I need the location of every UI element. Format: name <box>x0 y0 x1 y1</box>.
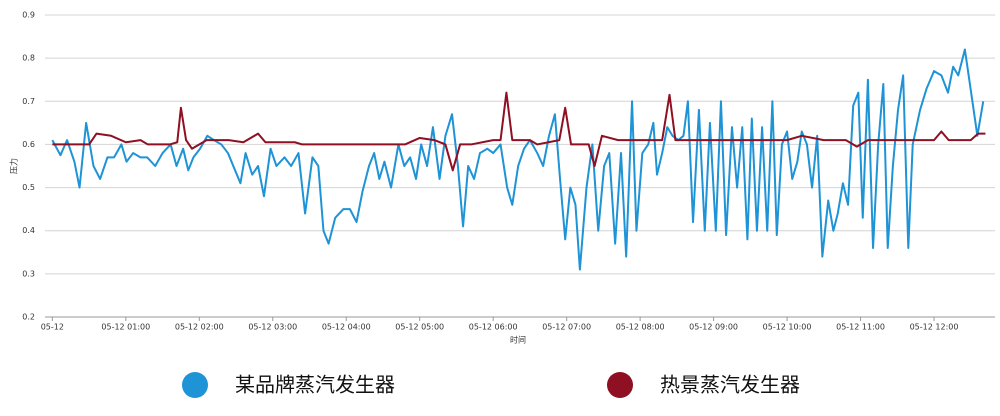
y-tick-label: 0.6 <box>22 140 35 149</box>
y-tick-label: 0.2 <box>22 313 35 322</box>
x-axis-title: 时间 <box>510 335 526 345</box>
legend-marker <box>607 372 633 398</box>
x-tick-label: 05-12 06:00 <box>469 323 518 332</box>
series-line <box>51 48 985 271</box>
y-tick-label: 0.3 <box>22 269 35 278</box>
legend-label: 某品牌蒸汽发生器 <box>235 373 395 397</box>
x-tick-label: 05-12 09:00 <box>689 323 738 332</box>
x-tick-label: 05-12 10:00 <box>763 323 812 332</box>
x-tick-label: 05-12 04:00 <box>322 323 371 332</box>
x-tick-label: 05-12 <box>41 323 64 332</box>
x-tick-label: 05-12 01:00 <box>101 323 150 332</box>
x-tick-label: 05-12 12:00 <box>910 323 959 332</box>
x-tick-label: 05-12 08:00 <box>616 323 665 332</box>
legend-marker <box>182 372 208 398</box>
y-tick-label: 0.5 <box>22 183 35 192</box>
x-tick-label: 05-12 07:00 <box>542 323 591 332</box>
legend-label: 热景蒸汽发生器 <box>660 373 800 397</box>
x-tick-label: 05-12 03:00 <box>248 323 297 332</box>
y-tick-label: 0.7 <box>22 97 35 106</box>
y-axis-title: 压力 <box>9 158 19 174</box>
x-tick-label: 05-12 05:00 <box>395 323 444 332</box>
x-tick-label: 05-12 11:00 <box>836 323 885 332</box>
y-tick-label: 0.9 <box>22 11 35 20</box>
series-line <box>52 91 986 172</box>
y-tick-label: 0.4 <box>22 226 35 235</box>
y-tick-label: 0.8 <box>22 54 35 63</box>
x-tick-label: 05-12 02:00 <box>175 323 224 332</box>
